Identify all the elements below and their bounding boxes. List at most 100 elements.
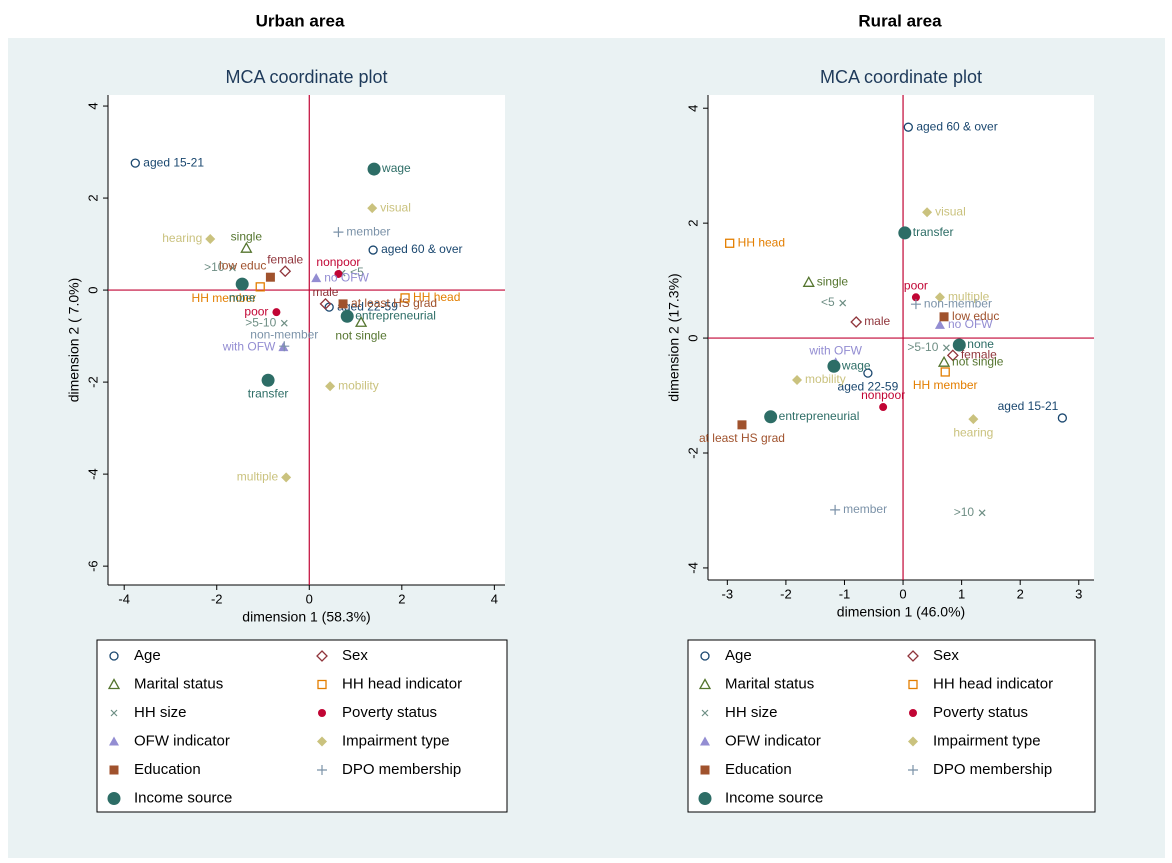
x-tick-label: -1 bbox=[839, 586, 851, 601]
point bbox=[400, 293, 410, 303]
point bbox=[265, 272, 275, 282]
point-label: entrepreneurial bbox=[355, 308, 436, 322]
point-label: mobility bbox=[805, 372, 846, 386]
y-axis-label: dimension 2 (17.3%) bbox=[666, 273, 682, 401]
point-label: nonpoor bbox=[861, 388, 905, 402]
legend-label: OFW indicator bbox=[725, 732, 821, 749]
legend-label: Education bbox=[134, 761, 201, 778]
legend-marker bbox=[317, 736, 327, 747]
point-label: female bbox=[267, 252, 303, 266]
point-label: mobility bbox=[338, 378, 379, 392]
legend-marker bbox=[317, 765, 327, 775]
point bbox=[830, 504, 841, 515]
point bbox=[792, 375, 803, 386]
point-label: non-member bbox=[924, 296, 992, 310]
point-label: poor bbox=[244, 304, 268, 318]
legend-marker bbox=[109, 736, 119, 746]
point bbox=[827, 359, 841, 373]
point-label: nonpoor bbox=[316, 255, 360, 269]
point bbox=[325, 381, 336, 392]
point-label: hearing bbox=[162, 231, 202, 245]
point-label: at least HS grad bbox=[699, 431, 785, 445]
point bbox=[934, 292, 945, 303]
legend-label: Poverty status bbox=[933, 704, 1028, 721]
panel-title: Rural area bbox=[858, 11, 942, 30]
legend-marker bbox=[317, 679, 327, 690]
point bbox=[934, 319, 945, 329]
point-label: non-member bbox=[250, 327, 318, 341]
legend-marker bbox=[907, 650, 919, 662]
x-tick-label: 3 bbox=[1075, 586, 1082, 601]
point-label: member bbox=[843, 502, 887, 516]
point bbox=[968, 414, 979, 425]
x-tick-label: 2 bbox=[1017, 586, 1024, 601]
point bbox=[281, 472, 292, 483]
point bbox=[802, 275, 815, 287]
y-tick-label: 4 bbox=[85, 102, 100, 109]
point-label: low educ bbox=[952, 309, 999, 323]
point-label: transfer bbox=[248, 386, 289, 400]
point-label: no OFW bbox=[948, 317, 993, 331]
point-label: >10 bbox=[954, 505, 975, 519]
point bbox=[279, 265, 292, 278]
point bbox=[737, 420, 747, 430]
point-label: wage bbox=[841, 358, 871, 372]
point bbox=[879, 403, 888, 412]
legend-marker bbox=[698, 792, 712, 805]
x-tick-label: -3 bbox=[722, 586, 734, 601]
legend-label: Sex bbox=[342, 647, 368, 664]
y-tick-label: -4 bbox=[85, 468, 100, 480]
legend-marker bbox=[109, 765, 119, 775]
legend-marker bbox=[316, 650, 328, 662]
chart-title: MCA coordinate plot bbox=[820, 67, 982, 87]
point-label: no OFW bbox=[324, 270, 369, 284]
legend-marker bbox=[701, 709, 709, 717]
y-tick-label: 0 bbox=[85, 286, 100, 293]
legend-label: DPO membership bbox=[933, 761, 1052, 778]
scatter-chart: Rural area MCA coordinate plot -3 -2 -1 0 1 2 3 -… bbox=[666, 11, 1096, 813]
legend-label: OFW indicator bbox=[134, 732, 230, 749]
point-label: none bbox=[967, 337, 994, 351]
point-label: <5 bbox=[821, 295, 835, 309]
point bbox=[319, 297, 332, 310]
legend-label: Marital status bbox=[134, 675, 223, 692]
point bbox=[205, 234, 216, 245]
legend-label: Income source bbox=[134, 789, 232, 806]
x-axis-label: dimension 1 (46.0%) bbox=[837, 604, 965, 620]
legend-marker bbox=[908, 765, 918, 775]
point-label: <5 bbox=[350, 265, 364, 279]
legend-marker bbox=[700, 736, 710, 746]
point bbox=[839, 299, 847, 307]
point-label: aged 15-21 bbox=[143, 155, 204, 169]
point bbox=[952, 338, 966, 352]
legend-label: Income source bbox=[725, 789, 823, 806]
point-label: male bbox=[864, 314, 890, 328]
point-label: HH head bbox=[413, 290, 460, 304]
x-tick-label: 4 bbox=[491, 591, 498, 606]
point-label: single bbox=[231, 229, 263, 243]
legend-label: Impairment type bbox=[933, 732, 1041, 749]
point bbox=[229, 264, 236, 272]
point bbox=[272, 308, 281, 317]
point bbox=[279, 341, 290, 352]
point bbox=[235, 277, 249, 291]
point-label: at least HS grad bbox=[351, 296, 437, 310]
point bbox=[311, 273, 322, 283]
point-label: member bbox=[346, 224, 390, 238]
legend-marker bbox=[700, 765, 710, 775]
point bbox=[334, 269, 343, 278]
y-tick-label: -6 bbox=[85, 560, 100, 572]
point-label: aged 60 & over bbox=[381, 242, 462, 256]
legend-marker bbox=[908, 736, 918, 747]
legend-label: Age bbox=[134, 647, 161, 664]
point-label: low educ bbox=[219, 258, 266, 272]
y-axis-label: dimension 2 ( 7.0%) bbox=[66, 278, 82, 403]
point bbox=[338, 299, 348, 309]
point-label: multiple bbox=[948, 289, 990, 303]
point-label: entrepreneurial bbox=[779, 409, 860, 423]
point-label: multiple bbox=[237, 470, 279, 484]
point bbox=[910, 299, 921, 310]
point bbox=[354, 315, 368, 327]
plot-area bbox=[108, 95, 505, 585]
legend-label: Education bbox=[725, 761, 792, 778]
